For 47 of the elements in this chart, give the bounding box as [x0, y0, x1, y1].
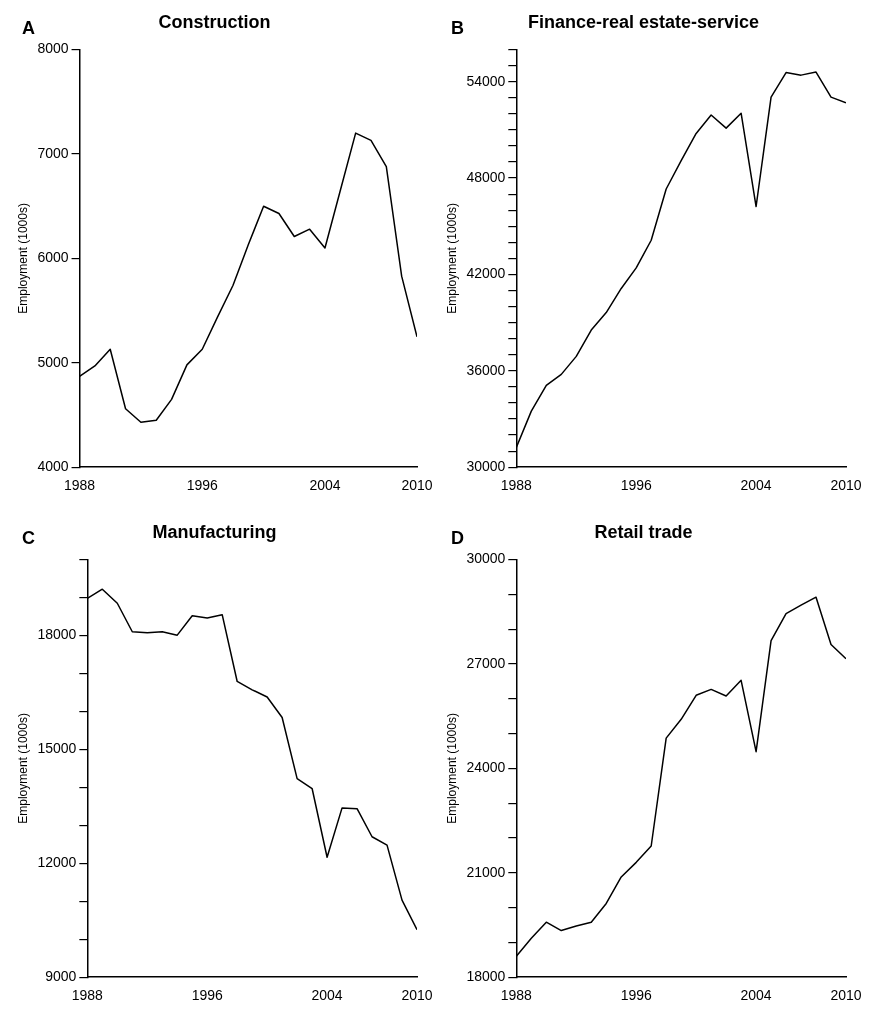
- y-tick-label: 5000: [37, 353, 69, 370]
- y-tick-label: 7000: [37, 144, 69, 161]
- x-tick-label: 1996: [620, 477, 652, 494]
- y-axis-title: Employment (1000s): [444, 203, 459, 314]
- y-tick-label: 48000: [466, 168, 506, 185]
- chart-title: Manufacturing: [152, 521, 277, 542]
- text: C: [22, 528, 35, 549]
- x-tick-label: 2004: [309, 477, 341, 494]
- y-tick-label: 12000: [37, 854, 77, 871]
- x-tick-label: 2004: [740, 477, 772, 494]
- chart-title: Finance-real estate-service: [527, 11, 760, 32]
- x-tick-label: 1988: [71, 987, 104, 1004]
- text: A: [22, 18, 35, 39]
- text: B: [451, 18, 464, 39]
- y-tick-label: 6000: [37, 249, 69, 266]
- x-tick-label: 1996: [191, 987, 223, 1004]
- x-tick-label: 1996: [620, 987, 652, 1004]
- y-axis-title: Employment (1000s): [15, 203, 30, 314]
- y-axis-title: Employment (1000s): [444, 713, 459, 824]
- y-tick-label: 30000: [466, 458, 506, 475]
- chart-title: Retail trade: [594, 521, 693, 542]
- y-tick-label: 30000: [466, 550, 506, 567]
- x-tick-label: 2010: [830, 477, 862, 494]
- text: D: [451, 528, 464, 549]
- y-tick-label: 21000: [466, 863, 506, 880]
- y-axis-title: Employment (1000s): [15, 713, 30, 824]
- y-tick-label: 36000: [466, 361, 506, 378]
- y-tick-label: 8000: [37, 40, 69, 57]
- y-tick-label: 18000: [37, 626, 77, 643]
- y-tick-label: 9000: [45, 968, 77, 985]
- x-tick-label: 2004: [740, 987, 772, 1004]
- y-tick-label: 4000: [37, 458, 69, 475]
- y-tick-label: 27000: [466, 654, 506, 671]
- x-tick-label: 1996: [186, 477, 219, 494]
- x-tick-label: 2004: [311, 987, 343, 1004]
- x-tick-label: 2010: [830, 987, 862, 1004]
- x-tick-label: 1988: [63, 477, 96, 494]
- chart-title: Construction: [158, 11, 271, 32]
- y-tick-label: 24000: [466, 759, 506, 776]
- x-tick-label: 2010: [401, 987, 433, 1004]
- x-tick-label: 1988: [500, 987, 533, 1004]
- y-tick-label: 54000: [466, 72, 506, 89]
- y-tick-label: 18000: [466, 968, 506, 985]
- x-tick-label: 2010: [401, 477, 433, 494]
- y-tick-label: 42000: [466, 265, 506, 282]
- x-tick-label: 1988: [500, 477, 533, 494]
- y-tick-label: 15000: [37, 740, 77, 757]
